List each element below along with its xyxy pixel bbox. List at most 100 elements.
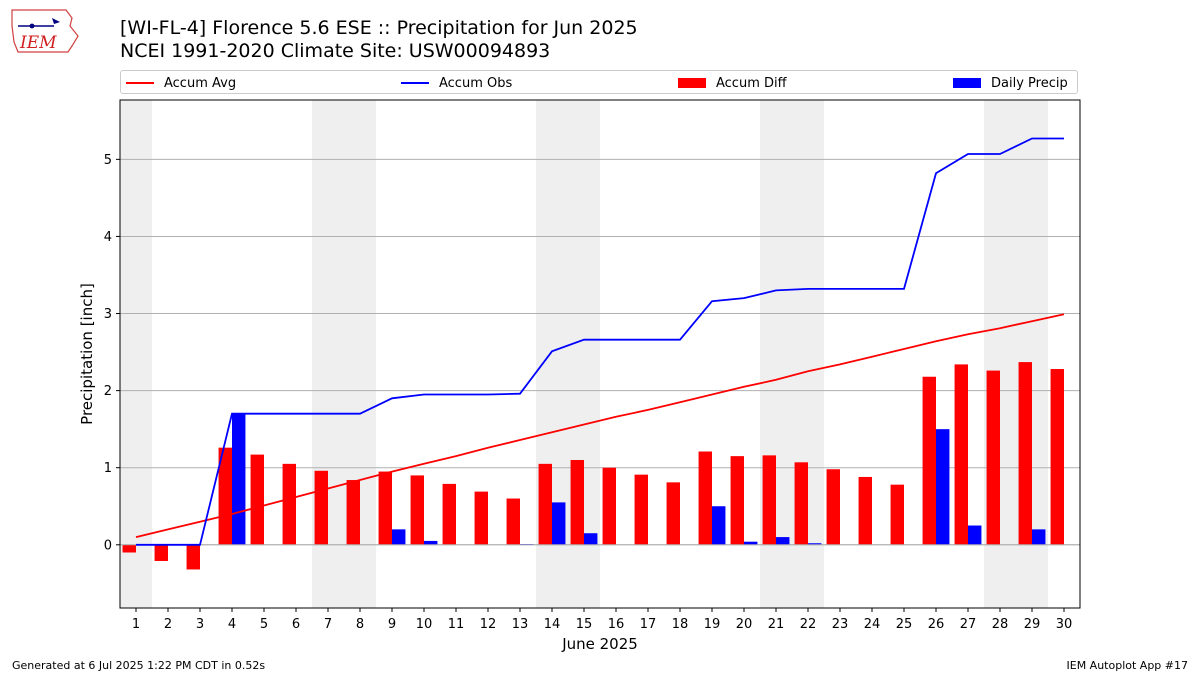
ytick-label-3: 3 [104,307,112,322]
bar-accum-diff-day-10 [410,475,424,545]
legend-item-accum-diff: Accum Diff [678,73,787,93]
bar-accum-diff-day-4 [218,447,232,545]
ytick-label-4: 4 [104,230,112,245]
bar-accum-diff-day-19 [698,451,712,545]
xtick-label-9: 9 [388,617,396,632]
weekend-shade-4 [760,100,824,608]
bar-daily-precip-day-21 [776,537,790,545]
bar-accum-diff-day-8 [346,480,360,545]
chart-subtitle: NCEI 1991-2020 Climate Site: USW00094893 [120,40,551,62]
xtick-label-22: 22 [800,617,817,632]
xtick-label-23: 23 [832,617,849,632]
bar-accum-diff-day-24 [858,476,872,545]
bar-accum-diff-day-2 [154,544,168,561]
bar-accum-diff-day-7 [314,470,328,545]
bar-accum-diff-day-16 [602,467,616,545]
legend-label-accum-obs: Accum Obs [439,75,513,91]
bar-accum-diff-day-15 [570,459,584,545]
xtick-label-16: 16 [608,617,625,632]
legend-swatch-accum-obs [401,82,429,84]
bar-daily-precip-day-27 [968,525,982,545]
bar-accum-diff-day-9 [378,471,392,545]
xtick-label-20: 20 [736,617,753,632]
bar-daily-precip-day-22 [808,543,822,545]
bar-accum-diff-day-30 [1050,369,1064,545]
bar-daily-precip-day-19 [712,506,726,545]
bar-daily-precip-day-26 [936,429,950,545]
bar-daily-precip-day-4 [232,413,246,545]
bar-accum-diff-day-28 [986,370,1000,545]
xtick-label-15: 15 [576,617,593,632]
xtick-label-7: 7 [324,617,332,632]
bar-accum-diff-day-11 [442,483,456,545]
xtick-label-1: 1 [132,617,140,632]
ytick-label-1: 1 [104,461,112,476]
iem-logo: IEM [11,9,79,53]
bar-daily-precip-day-15 [584,533,598,545]
xtick-label-28: 28 [992,617,1009,632]
xtick-label-8: 8 [356,617,364,632]
legend-swatch-daily-precip [953,78,981,88]
bar-accum-diff-day-23 [826,469,840,545]
legend-item-accum-obs: Accum Obs [401,73,512,93]
plot-frame [119,99,1081,609]
y-axis-label: Precipitation [inch] [78,283,96,425]
line-accum-obs [136,137,1064,546]
bar-accum-diff-day-13 [506,498,520,545]
bar-daily-precip-day-20 [744,541,758,545]
xtick-label-2: 2 [164,617,172,632]
ytick-label-0: 0 [104,538,112,553]
xtick-label-13: 13 [512,617,529,632]
xtick-label-14: 14 [544,617,561,632]
xtick-label-24: 24 [864,617,881,632]
xtick-label-25: 25 [896,617,913,632]
weekend-shade-1 [120,100,152,608]
xtick-label-6: 6 [292,617,300,632]
bar-accum-diff-day-17 [634,474,648,545]
xtick-label-18: 18 [672,617,689,632]
bar-daily-precip-day-13 [520,544,534,545]
xtick-label-3: 3 [196,617,204,632]
xtick-label-30: 30 [1056,617,1073,632]
xtick-label-11: 11 [448,617,465,632]
xtick-label-26: 26 [928,617,945,632]
legend-item-accum-avg: Accum Avg [126,73,236,93]
xtick-label-10: 10 [416,617,433,632]
bar-accum-diff-day-27 [954,364,968,545]
iowa-outline-icon [11,9,79,53]
xtick-label-17: 17 [640,617,657,632]
bar-daily-precip-day-29 [1032,529,1046,545]
bar-accum-diff-day-20 [730,456,744,545]
bar-accum-diff-day-18 [666,482,680,545]
weekend-shade-2 [312,100,376,608]
bar-accum-diff-day-22 [794,462,808,545]
x-axis-label: June 2025 [561,635,638,653]
bar-accum-diff-day-26 [922,376,936,545]
xtick-label-19: 19 [704,617,721,632]
xtick-label-4: 4 [228,617,236,632]
logo-text: IEM [19,33,57,53]
chart-legend: Accum Avg Accum Obs Accum Diff Daily Pre… [120,70,1078,94]
generated-note: Generated at 6 Jul 2025 1:22 PM CDT in 0… [12,659,266,672]
ytick-label-5: 5 [104,153,112,168]
xtick-label-27: 27 [960,617,977,632]
weekend-shade-3 [536,100,600,608]
xtick-label-5: 5 [260,617,268,632]
bar-accum-diff-day-25 [890,484,904,545]
bar-accum-diff-day-12 [474,491,488,545]
legend-swatch-accum-avg [126,82,154,84]
bar-daily-precip-day-9 [392,529,406,545]
legend-label-accum-diff: Accum Diff [716,75,787,91]
bar-accum-diff-day-14 [538,463,552,545]
app-credit: IEM Autoplot App #17 [1066,659,1189,672]
xtick-label-29: 29 [1024,617,1041,632]
xtick-label-12: 12 [480,617,497,632]
ytick-label-2: 2 [104,384,112,399]
bar-accum-diff-day-21 [762,455,776,545]
bar-accum-diff-day-3 [186,544,200,570]
xtick-label-21: 21 [768,617,785,632]
bar-daily-precip-day-10 [424,540,438,545]
legend-label-accum-avg: Accum Avg [164,75,237,91]
bar-accum-diff-day-1 [122,544,136,553]
